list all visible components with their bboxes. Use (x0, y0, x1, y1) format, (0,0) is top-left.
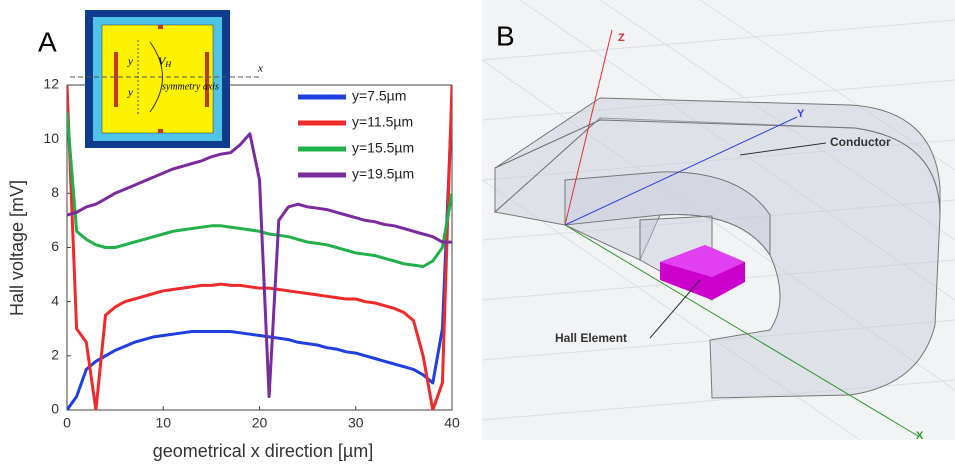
x-axis (564, 224, 919, 437)
y-tick-label: 10 (43, 130, 59, 146)
z-axis (564, 29, 613, 226)
axis-label: X (916, 430, 924, 442)
axis-label: Z (618, 32, 625, 44)
panel-label: A (38, 26, 57, 57)
x-tick-label: 40 (444, 415, 460, 431)
x-tick-label: 10 (155, 415, 171, 431)
y-axis (564, 116, 798, 226)
legend-label: y=19.5µm (352, 166, 414, 182)
series-line (67, 111, 452, 268)
voltage-arc (149, 41, 163, 113)
component-label: Conductor (830, 135, 891, 149)
component-label: Hall Element (555, 331, 627, 345)
x-axis-label: geometrical x direction [µm] (153, 441, 373, 461)
diagram: Z Y X Conductor Hall Element B (481, 0, 955, 442)
hall-element (660, 245, 745, 300)
y-axis-label: Hall voltage [mV] (7, 180, 27, 316)
inset-label: symmetry axis (162, 81, 219, 92)
y-tick-label: 2 (51, 347, 59, 363)
hall-element-top (660, 245, 745, 277)
leader-line (649, 279, 701, 339)
plot: 0 2 4 6 8 10 12 0 10 20 30 40 y=7.5µm y=11.5µm y=15.5µ… (43, 76, 460, 431)
x-tick-label: 0 (63, 415, 71, 431)
inset: y y VH x symmetry axis (70, 10, 263, 148)
x-tick-label: 30 (348, 415, 364, 431)
panel-label: B (496, 20, 515, 51)
y-tick-label: 0 (51, 401, 59, 417)
x-tick-label: 20 (252, 415, 268, 431)
voltage-label: V (158, 54, 167, 68)
contact (158, 129, 163, 133)
series-line (67, 84, 452, 410)
legend-label: y=11.5µm (352, 114, 413, 130)
contact (114, 52, 118, 107)
inset-label: VH (158, 54, 172, 69)
inset-sample (101, 24, 214, 134)
contact (158, 25, 163, 29)
voltage-subscript: H (164, 60, 172, 69)
contact (205, 52, 209, 107)
series-line (67, 132, 452, 398)
y-tick-label: 12 (43, 76, 59, 92)
legend-label: y=15.5µm (352, 140, 414, 156)
inset-label: x (257, 63, 263, 75)
leader-line (739, 142, 827, 156)
legend-label: y=7.5µm (352, 88, 406, 104)
axis-label: Y (797, 108, 805, 120)
series-line (67, 98, 452, 410)
inset-label: y (127, 56, 133, 68)
y-tick-label: 8 (51, 184, 59, 200)
y-tick-label: 4 (51, 292, 59, 308)
inset-label: y (127, 87, 133, 99)
y-tick-label: 6 (51, 238, 59, 254)
